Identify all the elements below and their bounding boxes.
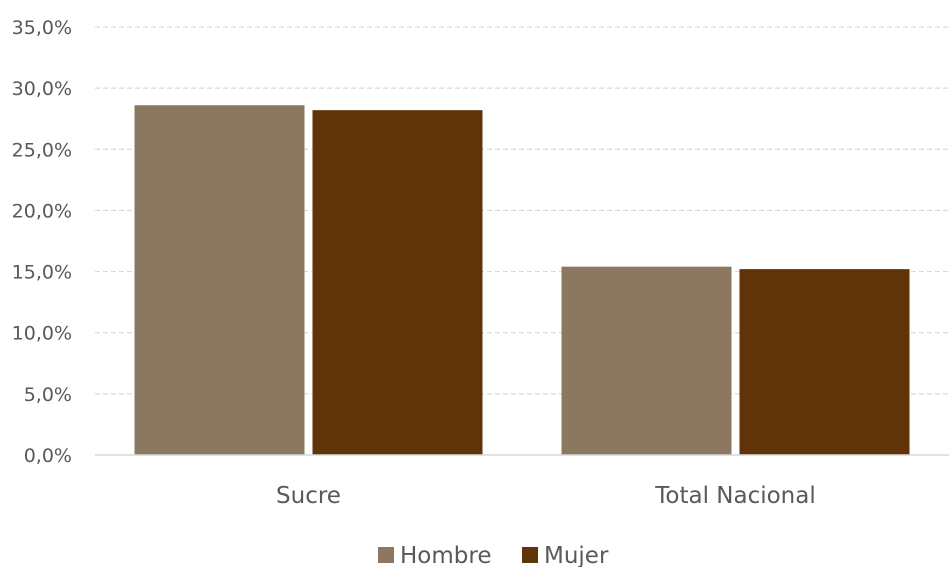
legend-label-hombre: Hombre: [400, 543, 491, 567]
gridlines: [95, 26, 949, 395]
bar-mujer-total-nacional: [739, 269, 910, 455]
y-axis-tick-labels: 0,0% 5,0% 10,0% 15,0% 20,0% 25,0% 30,0% 35,0%: [12, 17, 72, 467]
bar-mujer-sucre: [312, 110, 483, 455]
legend-label-mujer: Mujer: [544, 543, 609, 567]
y-tick-label: 15,0%: [12, 262, 72, 284]
x-category-label: Total Nacional: [654, 483, 816, 509]
y-tick-label: 20,0%: [12, 200, 72, 222]
y-tick-label: 35,0%: [12, 17, 72, 39]
y-tick-label: 10,0%: [12, 323, 72, 345]
bar-hombre-sucre: [134, 105, 305, 456]
legend-swatch-hombre: [378, 547, 394, 563]
y-tick-label: 0,0%: [24, 445, 72, 467]
y-tick-label: 25,0%: [12, 139, 72, 161]
bar-hombre-total-nacional: [561, 266, 732, 455]
y-tick-label: 5,0%: [24, 384, 72, 406]
legend-swatch-mujer: [522, 547, 538, 563]
legend: Hombre Mujer: [378, 543, 609, 567]
x-axis-category-labels: Sucre Total Nacional: [276, 483, 816, 509]
y-tick-label: 30,0%: [12, 78, 72, 100]
x-category-label: Sucre: [276, 483, 341, 509]
bars: [134, 105, 910, 456]
